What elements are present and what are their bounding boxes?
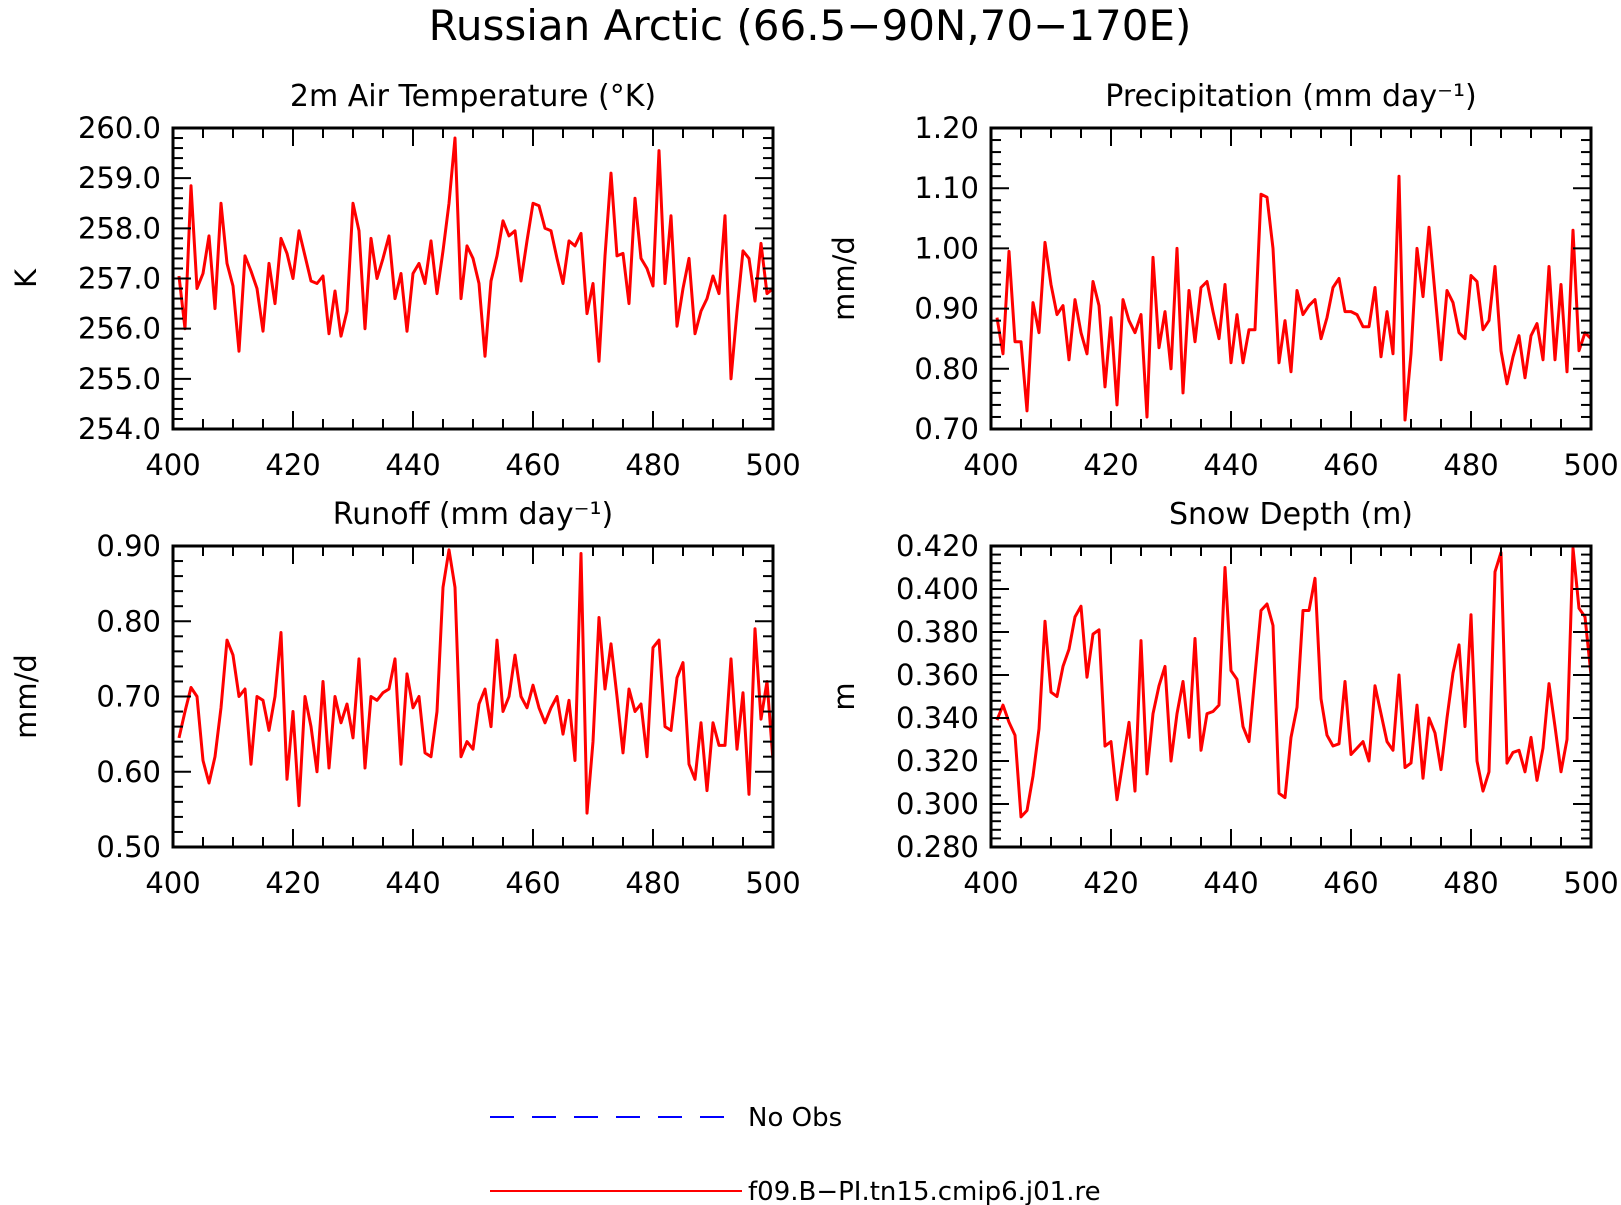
x-tick-label-air-temperature: 460 xyxy=(505,448,560,482)
y-axis-label-snow-depth: m xyxy=(827,682,861,710)
panel-air-temperature: 2m Air Temperature (°K) K 400 420 440 460 480 5… xyxy=(9,79,801,482)
y-tick-label-precipitation: 0.80 xyxy=(914,352,979,386)
panel-title-runoff: Runoff (mm day⁻¹) xyxy=(333,497,614,532)
x-tick-label-precipitation: 480 xyxy=(1443,448,1498,482)
x-tick-label-air-temperature: 500 xyxy=(745,448,800,482)
series-line-snow-depth-0 xyxy=(995,546,1591,819)
panel-title-precipitation: Precipitation (mm day⁻¹) xyxy=(1105,79,1476,114)
x-tick-label-runoff: 440 xyxy=(385,866,440,900)
x-tick-label-snow-depth: 480 xyxy=(1443,866,1498,900)
y-tick-label-snow-depth: 0.420 xyxy=(896,529,979,563)
y-tick-label-air-temperature: 256.0 xyxy=(78,312,161,346)
x-tick-label-runoff: 400 xyxy=(145,866,200,900)
y-tick-label-precipitation: 1.10 xyxy=(914,171,979,205)
y-tick-label-runoff: 0.80 xyxy=(96,604,161,638)
x-tick-label-runoff: 480 xyxy=(625,866,680,900)
legend: No Obs f09.B−PI.tn15.cmip6.j01.re xyxy=(490,1103,1101,1205)
y-axis-label-air-temperature: K xyxy=(9,268,43,288)
y-tick-label-precipitation: 0.90 xyxy=(914,292,979,326)
x-tick-label-precipitation: 420 xyxy=(1083,448,1138,482)
y-tick-label-air-temperature: 258.0 xyxy=(78,211,161,245)
x-tick-label-snow-depth: 420 xyxy=(1083,866,1138,900)
x-tick-label-air-temperature: 480 xyxy=(625,448,680,482)
y-tick-label-air-temperature: 257.0 xyxy=(78,262,161,296)
y-tick-label-snow-depth: 0.280 xyxy=(896,830,979,864)
y-tick-label-runoff: 0.60 xyxy=(96,755,161,789)
y-axis-label-precipitation: mm/d xyxy=(827,236,861,321)
figure-title: Russian Arctic (66.5−90N,70−170E) xyxy=(429,1,1192,50)
panel-runoff: Runoff (mm day⁻¹) mm/d 400 420 440 460 480 500 0… xyxy=(9,497,801,900)
y-tick-label-snow-depth: 0.360 xyxy=(896,658,979,692)
y-tick-label-air-temperature: 260.0 xyxy=(78,111,161,145)
x-tick-label-runoff: 460 xyxy=(505,866,560,900)
y-tick-label-air-temperature: 255.0 xyxy=(78,362,161,396)
panel-snow-depth: Snow Depth (m) m 400 420 440 460 480 500 0.280 0.… xyxy=(827,497,1619,900)
x-tick-label-snow-depth: 400 xyxy=(963,866,1018,900)
x-tick-label-runoff: 420 xyxy=(265,866,320,900)
y-tick-label-snow-depth: 0.400 xyxy=(896,572,979,606)
series-line-runoff-0 xyxy=(177,548,773,815)
y-tick-label-runoff: 0.50 xyxy=(96,830,161,864)
y-tick-label-snow-depth: 0.380 xyxy=(896,615,979,649)
x-tick-label-precipitation: 500 xyxy=(1563,448,1618,482)
x-tick-label-precipitation: 440 xyxy=(1203,448,1258,482)
y-tick-label-snow-depth: 0.340 xyxy=(896,701,979,735)
series-line-precipitation-0 xyxy=(995,174,1591,422)
panel-title-snow-depth: Snow Depth (m) xyxy=(1169,497,1413,532)
y-tick-label-air-temperature: 254.0 xyxy=(78,412,161,446)
x-tick-label-snow-depth: 440 xyxy=(1203,866,1258,900)
y-tick-label-snow-depth: 0.300 xyxy=(896,787,979,821)
x-tick-label-precipitation: 400 xyxy=(963,448,1018,482)
panels-container: 2m Air Temperature (°K) K 400 420 440 460 480 5… xyxy=(9,79,1619,900)
y-tick-label-precipitation: 1.20 xyxy=(914,111,979,145)
y-tick-label-runoff: 0.70 xyxy=(96,680,161,714)
panel-title-air-temperature: 2m Air Temperature (°K) xyxy=(290,79,656,114)
x-tick-label-runoff: 500 xyxy=(745,866,800,900)
y-tick-label-runoff: 0.90 xyxy=(96,529,161,563)
x-tick-label-air-temperature: 400 xyxy=(145,448,200,482)
y-tick-label-air-temperature: 259.0 xyxy=(78,161,161,195)
legend-label-model-run: f09.B−PI.tn15.cmip6.j01.re xyxy=(748,1177,1101,1205)
series-line-air-temperature-0 xyxy=(177,136,773,381)
y-tick-label-precipitation: 0.70 xyxy=(914,412,979,446)
y-tick-label-precipitation: 1.00 xyxy=(914,231,979,265)
y-tick-label-snow-depth: 0.320 xyxy=(896,744,979,778)
x-tick-label-snow-depth: 500 xyxy=(1563,866,1618,900)
y-axis-label-runoff: mm/d xyxy=(9,654,43,739)
legend-label-no-obs: No Obs xyxy=(748,1103,842,1133)
x-tick-label-snow-depth: 460 xyxy=(1323,866,1378,900)
x-tick-label-precipitation: 460 xyxy=(1323,448,1378,482)
x-tick-label-air-temperature: 440 xyxy=(385,448,440,482)
x-tick-label-air-temperature: 420 xyxy=(265,448,320,482)
panel-precipitation: Precipitation (mm day⁻¹) mm/d 400 420 440 460… xyxy=(827,79,1619,482)
